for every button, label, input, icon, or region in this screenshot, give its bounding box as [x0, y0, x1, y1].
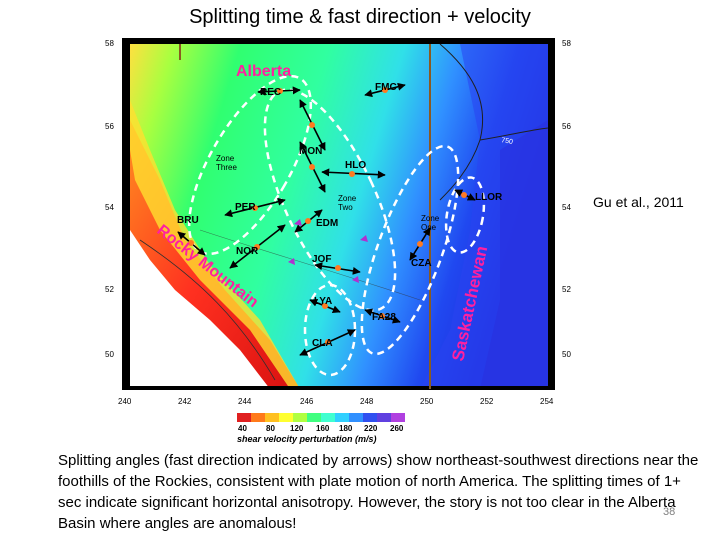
map-frame: [122, 38, 555, 390]
lon-tick: 248: [360, 397, 374, 406]
station-cza: CZA: [411, 258, 432, 269]
citation: Gu et al., 2011: [593, 194, 684, 210]
station-labels: REC FMC MON HLO PER BRU EDM NOR JOF CZA …: [177, 82, 503, 349]
colorbar-swatch: [307, 413, 321, 422]
slide-title: Splitting time & fast direction + veloci…: [189, 6, 531, 28]
lat-tick: 50: [105, 350, 114, 359]
zone-two-label: Zone Two: [338, 194, 357, 212]
purple-markers: [288, 219, 368, 283]
zone-one-outline: [360, 144, 460, 356]
lat-tick: 52: [562, 285, 571, 294]
zone-labels: Zone Three Zone Two Zone One: [216, 154, 440, 232]
zone-one-label: Zone One: [421, 214, 440, 232]
station-rec: REC: [260, 87, 281, 98]
colorbar-swatch: [349, 413, 363, 422]
lon-tick: 242: [178, 397, 192, 406]
lon-tick: 250: [420, 397, 434, 406]
colorbar-tick: 260: [390, 424, 404, 433]
colorbar-tick: 40: [238, 424, 247, 433]
colorbar-swatch: [321, 413, 335, 422]
zone-llor-outline: [444, 176, 486, 254]
colorbar-tick: 220: [364, 424, 378, 433]
station-mon: MON: [299, 146, 322, 157]
lon-tick: 252: [480, 397, 494, 406]
latitude-ticks-right: 58 56 54 52 50: [562, 39, 571, 359]
lon-tick: 240: [118, 397, 132, 406]
colorbar: [237, 413, 405, 422]
station-jof: JOF: [312, 254, 331, 265]
lat-tick: 56: [562, 122, 571, 131]
lat-tick: 54: [562, 203, 571, 212]
lat-tick: 58: [562, 39, 571, 48]
station-cla: CLA: [312, 338, 333, 349]
lat-tick: 50: [562, 350, 571, 359]
colorbar-swatch: [363, 413, 377, 422]
station-dots: [188, 87, 467, 345]
colorbar-swatch: [293, 413, 307, 422]
longitude-ticks: 240 242 244 246 248 250 252 254: [118, 397, 554, 406]
colorbar-tick: 180: [339, 424, 353, 433]
zone-three-label: Zone Three: [216, 154, 237, 172]
station-edm: EDM: [316, 218, 338, 229]
station-per: PER: [235, 202, 256, 213]
lon-tick: 246: [300, 397, 314, 406]
latitude-ticks-left: 58 56 54 52 50: [105, 39, 114, 359]
colorbar-swatch: [391, 413, 405, 422]
lon-tick: 244: [238, 397, 252, 406]
colorbar-tick: 160: [316, 424, 330, 433]
station-lya: LYA: [314, 296, 332, 307]
station-nor: NOR: [236, 246, 259, 257]
station-hlo: HLO: [345, 160, 366, 171]
station-llor: LLOR: [475, 192, 503, 203]
colorbar-swatch: [335, 413, 349, 422]
colorbar-swatch: [279, 413, 293, 422]
colorbar-ticks: 40 80 120 160 180 220 260: [238, 424, 404, 433]
lat-tick: 54: [105, 203, 114, 212]
colorbar-title: shear velocity perturbation (m/s): [237, 434, 377, 444]
caption-text: Splitting angles (fast direction indicat…: [58, 452, 699, 532]
lat-tick: 56: [105, 122, 114, 131]
colorbar-swatch: [251, 413, 265, 422]
province-label-alberta: Alberta: [236, 63, 291, 80]
colorbar-swatch: [377, 413, 391, 422]
colorbar-tick: 120: [290, 424, 304, 433]
lat-tick: 58: [105, 39, 114, 48]
page-number: 38: [663, 506, 676, 518]
station-bru: BRU: [177, 215, 199, 226]
station-fmc: FMC: [375, 82, 397, 93]
colorbar-tick: 80: [266, 424, 275, 433]
station-fa28: FA28: [372, 312, 396, 323]
lon-tick: 254: [540, 397, 554, 406]
lat-tick: 52: [105, 285, 114, 294]
contour-label: 750: [501, 137, 514, 146]
colorbar-swatch: [237, 413, 251, 422]
colorbar-swatch: [265, 413, 279, 422]
